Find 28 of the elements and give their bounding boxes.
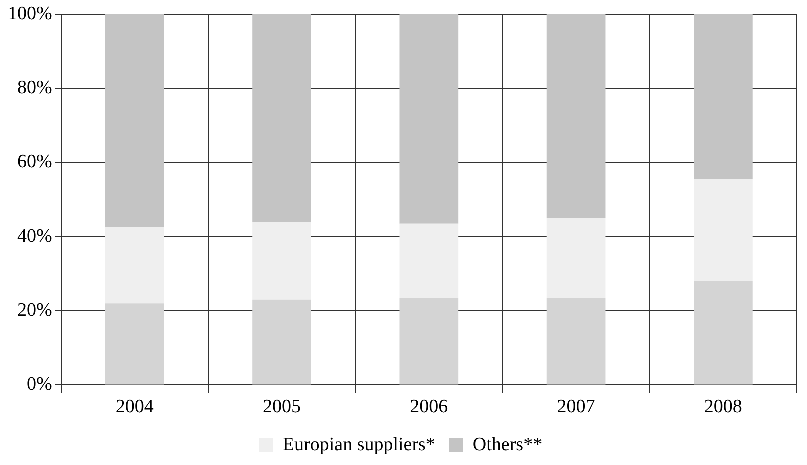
bar <box>694 281 753 385</box>
x-tick-label: 2006 <box>410 396 448 418</box>
y-tick-label: 40% <box>18 226 52 247</box>
legend-label: Europian suppliers* <box>282 434 436 456</box>
bar <box>546 218 606 298</box>
bar <box>105 14 164 228</box>
bar <box>252 14 312 222</box>
y-tick-label: 20% <box>18 300 52 322</box>
bar <box>694 179 753 282</box>
bar <box>252 222 312 300</box>
y-tick-label: 0% <box>27 374 52 396</box>
x-tick-label: 2007 <box>557 396 596 418</box>
x-tick-label: 2008 <box>704 396 742 418</box>
bar <box>400 224 459 298</box>
y-tick-label: 60% <box>18 152 52 173</box>
bar <box>400 298 459 385</box>
bar <box>546 14 606 218</box>
x-tick-label: 2004 <box>116 396 154 418</box>
y-tick-label: 100% <box>8 3 52 24</box>
bar <box>105 228 164 304</box>
legend-label: Others** <box>472 434 543 456</box>
bar <box>105 304 164 385</box>
bar <box>252 300 312 385</box>
bar <box>694 14 753 180</box>
bar <box>546 298 606 385</box>
x-tick-label: 2005 <box>263 396 302 418</box>
y-tick-label: 80% <box>18 78 52 99</box>
bar <box>400 14 459 224</box>
